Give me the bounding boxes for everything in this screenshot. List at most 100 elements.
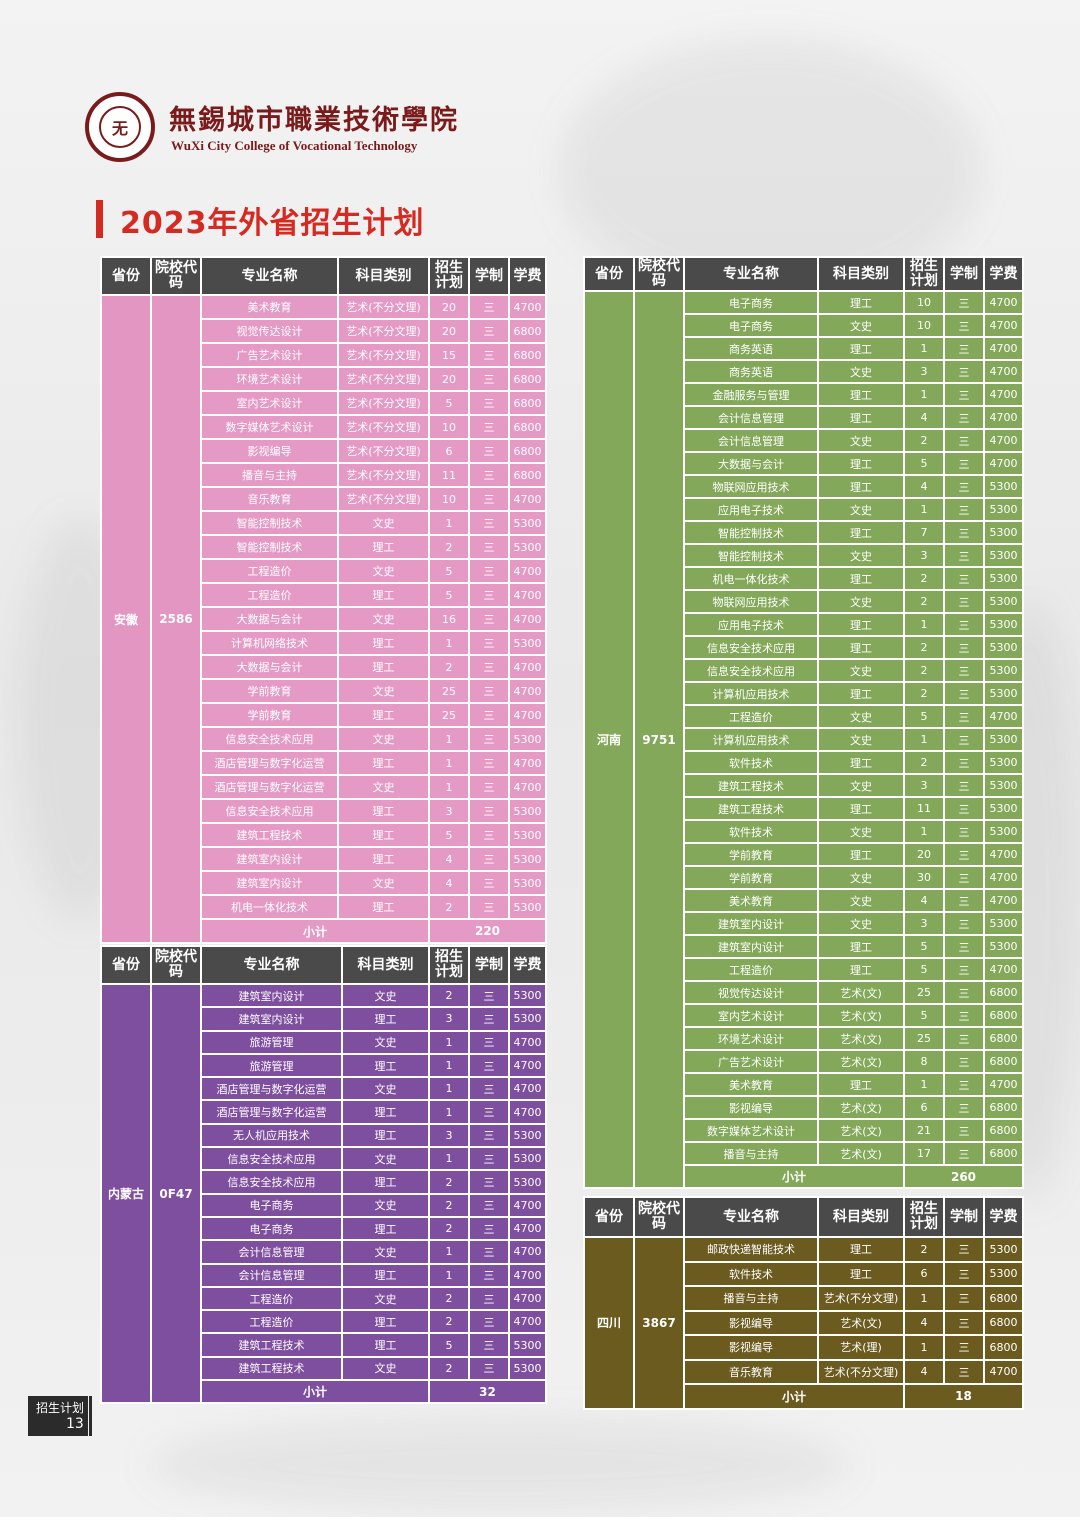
quota-cell: 7 [903, 520, 945, 545]
table-row: 播音与主持 艺术(文) 17 三 6800 [584, 1141, 1024, 1166]
col-subject-header: 科目类别 [817, 256, 905, 292]
subtotal-label: 小计 [200, 1379, 430, 1405]
table-row: 广告艺术设计 艺术(文) 8 三 6800 [584, 1049, 1024, 1074]
subject-cell: 文史 [817, 888, 905, 913]
table-row: 智能控制技术 文史 3 三 5300 [584, 543, 1024, 568]
tuition-cell: 5300 [983, 497, 1024, 522]
tuition-cell: 4700 [508, 702, 547, 728]
col-tuition-header: 学费 [508, 256, 547, 296]
subtotal-row: 小计 260 [584, 1164, 1024, 1189]
duration-cell: 三 [943, 1003, 985, 1028]
quota-cell: 21 [903, 1118, 945, 1143]
table-row: 电子商务 文史 10 三 4700 [584, 313, 1024, 338]
neimenggu-table: 省份 院校代码 专业名称 科目类别 招生计划 学制 学费 内蒙古 0F47 建筑室内设计 文史 2 三 5… [100, 945, 547, 1405]
major-cell: 金融服务与管理 [683, 382, 819, 407]
tuition-cell: 5300 [508, 982, 547, 1009]
quota-cell: 10 [903, 313, 945, 338]
table-row: 学前教育 文史 25 三 4700 [101, 678, 547, 704]
quota-cell: 2 [903, 1236, 945, 1263]
major-cell: 广告艺术设计 [200, 342, 339, 368]
quota-cell: 1 [428, 1239, 470, 1265]
duration-cell: 三 [468, 1029, 510, 1055]
school-header: 无 無錫城市職業技術學院 WuXi City College of Vocati… [85, 92, 465, 164]
subject-cell: 理工 [817, 612, 905, 637]
major-cell: 工程造价 [683, 957, 819, 982]
duration-cell: 三 [468, 1146, 510, 1172]
tuition-cell: 5300 [983, 681, 1024, 706]
table-header-row: 省份 院校代码 专业名称 科目类别 招生计划 学制 学费 [100, 256, 547, 296]
tuition-cell: 5300 [508, 894, 547, 920]
tuition-cell: 6800 [983, 1095, 1024, 1120]
subtotal-value: 18 [903, 1383, 1024, 1410]
subject-cell: 艺术(不分文理) [337, 318, 430, 344]
tuition-cell: 5300 [508, 822, 547, 848]
quota-cell: 2 [428, 1192, 470, 1218]
duration-cell: 三 [468, 390, 510, 416]
tuition-cell: 4700 [508, 606, 547, 632]
major-cell: 计算机网络技术 [200, 630, 339, 656]
duration-cell: 三 [943, 313, 985, 338]
subject-cell: 理工 [817, 1072, 905, 1097]
major-cell: 环境艺术设计 [683, 1026, 819, 1051]
subject-cell: 艺术(理) [817, 1334, 905, 1361]
tuition-cell: 4700 [508, 1052, 547, 1079]
tuition-cell: 5300 [983, 819, 1024, 844]
subject-cell: 艺术(不分文理) [817, 1358, 905, 1385]
table-row: 美术教育 文史 4 三 4700 [584, 888, 1024, 913]
subject-cell: 艺术(文) [817, 1003, 905, 1028]
table-row: 应用电子技术 理工 1 三 5300 [584, 612, 1024, 637]
footer-tab [28, 1396, 88, 1436]
duration-cell: 三 [943, 589, 985, 614]
table-row: 建筑工程技术 文史 3 三 5300 [584, 773, 1024, 798]
quota-cell: 1 [428, 510, 470, 536]
quota-cell: 4 [903, 474, 945, 499]
major-cell: 美术教育 [683, 1072, 819, 1097]
quota-cell: 3 [903, 543, 945, 568]
col-quota-header: 招生计划 [903, 1196, 945, 1238]
major-cell: 影视编导 [683, 1309, 819, 1336]
subject-cell: 文史 [817, 658, 905, 683]
quota-cell: 1 [903, 1334, 945, 1361]
school-name-en: WuXi City College of Vocational Technolo… [171, 138, 418, 153]
duration-cell: 三 [468, 798, 510, 824]
duration-cell: 三 [468, 630, 510, 656]
tuition-cell: 4700 [508, 774, 547, 800]
table-row: 软件技术 文史 1 三 5300 [584, 819, 1024, 844]
subject-cell: 理工 [817, 635, 905, 660]
major-cell: 信息安全技术应用 [200, 1146, 343, 1172]
major-cell: 信息安全技术应用 [200, 1169, 343, 1195]
tuition-cell: 4700 [983, 957, 1024, 982]
quota-cell: 4 [903, 405, 945, 430]
major-cell: 工程造价 [683, 704, 819, 729]
table-row: 机电一体化技术 理工 2 三 5300 [584, 566, 1024, 591]
major-cell: 计算机应用技术 [683, 727, 819, 752]
subject-cell: 理工 [341, 1099, 430, 1125]
duration-cell: 三 [943, 497, 985, 522]
quota-cell: 5 [903, 451, 945, 476]
tuition-cell: 4700 [983, 405, 1024, 430]
subject-cell: 理工 [817, 681, 905, 706]
quota-cell: 20 [903, 842, 945, 867]
major-cell: 软件技术 [683, 750, 819, 775]
duration-cell: 三 [943, 1334, 985, 1361]
table-header-row: 省份 院校代码 专业名称 科目类别 招生计划 学制 学费 [100, 945, 547, 985]
tuition-cell: 4700 [983, 888, 1024, 913]
tuition-cell: 5300 [983, 750, 1024, 775]
duration-cell: 三 [943, 796, 985, 821]
tuition-cell: 4700 [983, 842, 1024, 867]
col-subject-header: 科目类别 [341, 945, 430, 985]
table-row: 信息安全技术应用 文史 2 三 5300 [584, 658, 1024, 683]
table-row: 工程造价 理工 5 三 4700 [101, 582, 547, 608]
major-cell: 建筑室内设计 [200, 870, 339, 896]
duration-cell: 三 [468, 870, 510, 896]
quota-cell: 2 [428, 1285, 470, 1312]
subject-cell: 理工 [337, 534, 430, 560]
province-cell: 安徽 [100, 294, 152, 944]
major-cell: 建筑室内设计 [200, 982, 343, 1009]
col-duration-header: 学制 [943, 1196, 985, 1238]
duration-cell: 三 [943, 1118, 985, 1143]
duration-cell: 三 [468, 1309, 510, 1335]
tuition-cell: 5300 [508, 870, 547, 896]
col-major-header: 专业名称 [200, 945, 343, 985]
subject-cell: 艺术(不分文理) [817, 1285, 905, 1312]
